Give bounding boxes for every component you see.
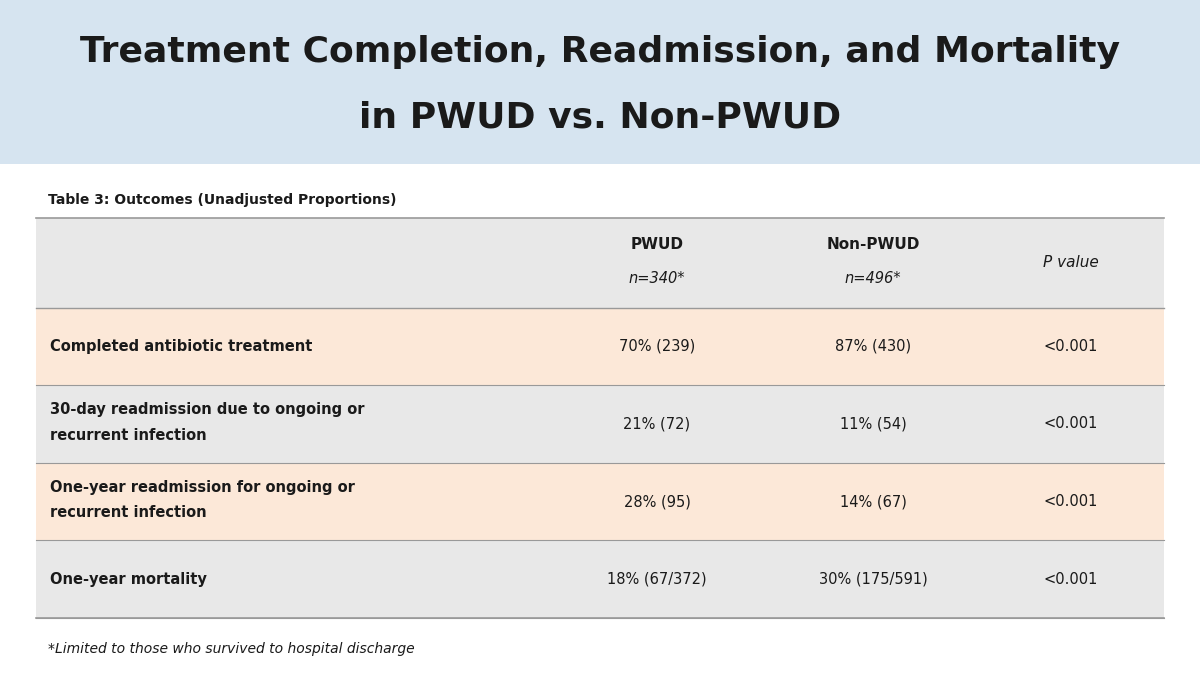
Text: recurrent infection: recurrent infection	[50, 505, 208, 521]
Text: 14% (67): 14% (67)	[840, 494, 906, 509]
FancyBboxPatch shape	[36, 463, 1164, 540]
Text: <0.001: <0.001	[1044, 571, 1098, 587]
Text: One-year readmission for ongoing or: One-year readmission for ongoing or	[50, 480, 355, 495]
Text: One-year mortality: One-year mortality	[50, 571, 208, 587]
Text: *Limited to those who survived to hospital discharge: *Limited to those who survived to hospit…	[48, 642, 415, 656]
Text: 18% (67/372): 18% (67/372)	[607, 571, 707, 587]
Text: Treatment Completion, Readmission, and Mortality: Treatment Completion, Readmission, and M…	[80, 35, 1120, 70]
Text: <0.001: <0.001	[1044, 338, 1098, 354]
Text: 30-day readmission due to ongoing or: 30-day readmission due to ongoing or	[50, 402, 365, 417]
Text: <0.001: <0.001	[1044, 416, 1098, 431]
Text: n=496*: n=496*	[845, 271, 901, 286]
Text: 70% (239): 70% (239)	[619, 338, 695, 354]
Text: 11% (54): 11% (54)	[840, 416, 906, 431]
Text: P value: P value	[1043, 255, 1099, 270]
Text: Completed antibiotic treatment: Completed antibiotic treatment	[50, 338, 313, 354]
FancyBboxPatch shape	[36, 307, 1164, 385]
FancyBboxPatch shape	[36, 385, 1164, 463]
Text: Table 3: Outcomes (Unadjusted Proportions): Table 3: Outcomes (Unadjusted Proportion…	[48, 193, 396, 206]
Text: Non-PWUD: Non-PWUD	[827, 237, 919, 252]
FancyBboxPatch shape	[36, 218, 1164, 307]
Text: in PWUD vs. Non-PWUD: in PWUD vs. Non-PWUD	[359, 101, 841, 135]
FancyBboxPatch shape	[36, 540, 1164, 618]
Text: 30% (175/591): 30% (175/591)	[818, 571, 928, 587]
Text: 28% (95): 28% (95)	[624, 494, 690, 509]
Text: PWUD: PWUD	[630, 237, 684, 252]
Text: 21% (72): 21% (72)	[624, 416, 690, 431]
Text: 87% (430): 87% (430)	[835, 338, 911, 354]
Text: <0.001: <0.001	[1044, 494, 1098, 509]
Text: recurrent infection: recurrent infection	[50, 428, 208, 443]
Text: n=340*: n=340*	[629, 271, 685, 286]
